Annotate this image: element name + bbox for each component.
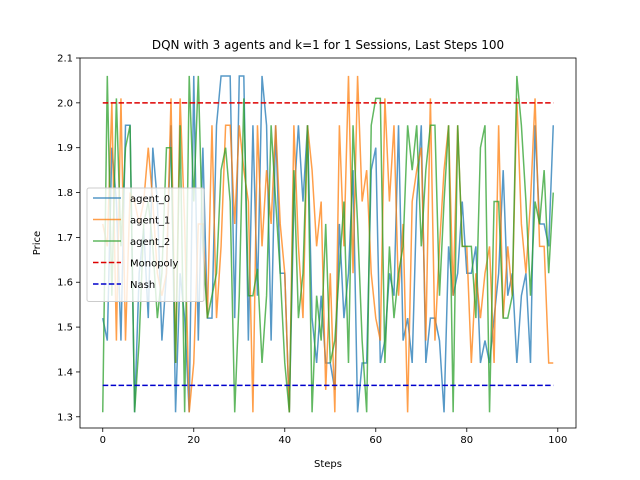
- y-tick-label: 2.1: [57, 54, 73, 65]
- x-axis-label: Steps: [314, 459, 342, 470]
- chart-title: DQN with 3 agents and k=1 for 1 Sessions…: [152, 38, 504, 52]
- legend-label-agent-1: agent_1: [130, 216, 170, 227]
- x-tick-label: 20: [187, 435, 200, 446]
- y-tick-label: 2.0: [57, 98, 73, 109]
- x-tick-label: 80: [460, 435, 473, 446]
- y-tick-label: 1.8: [57, 188, 73, 199]
- x-tick-label: 40: [278, 435, 291, 446]
- x-tick-label: 100: [548, 435, 567, 446]
- series-line-agent-0: [102, 75, 554, 413]
- x-axis: 0 20 40 60 80 100: [100, 428, 567, 446]
- y-tick-label: 1.4: [57, 367, 73, 378]
- x-tick-label: 0: [100, 435, 106, 446]
- y-tick-label: 1.6: [57, 278, 73, 289]
- legend: agent_0 agent_1 agent_2 Monopoly Nash: [86, 187, 205, 302]
- y-axis-label: Price: [32, 231, 43, 255]
- y-tick-label: 1.7: [57, 233, 73, 244]
- legend-label-agent-2: agent_2: [130, 237, 170, 248]
- plot-frame: [79, 57, 577, 429]
- y-axis: 1.3 1.4 1.5 1.6 1.7 1.8 1.9 2.0 2.1: [57, 54, 80, 423]
- y-tick-label: 1.5: [57, 323, 73, 334]
- y-tick-label: 1.9: [57, 143, 73, 154]
- legend-label-monopoly: Monopoly: [130, 259, 178, 270]
- legend-box: [86, 187, 205, 302]
- y-tick-label: 1.3: [57, 412, 73, 423]
- x-tick-label: 60: [369, 435, 382, 446]
- legend-label-agent-0: agent_0: [130, 194, 170, 205]
- legend-label-nash: Nash: [130, 280, 155, 291]
